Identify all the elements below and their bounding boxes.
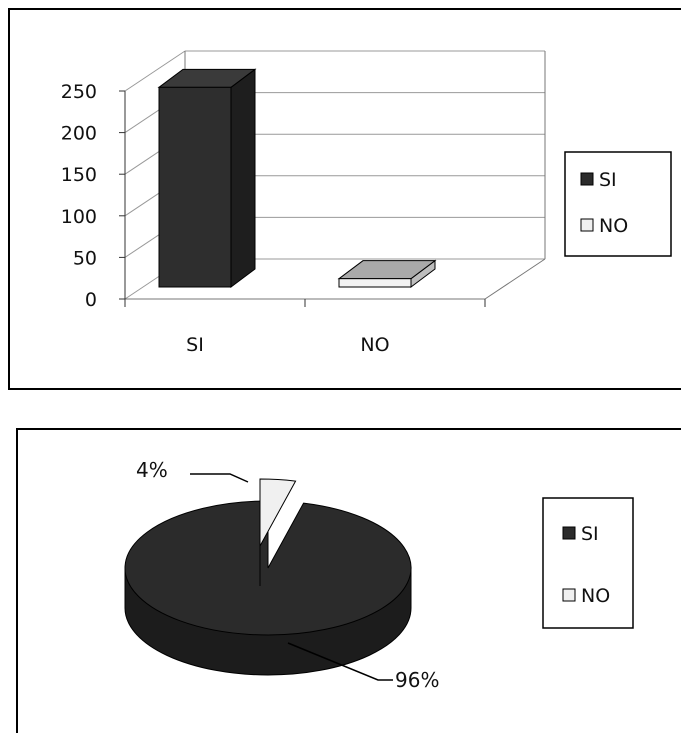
legend-swatch [562, 526, 576, 540]
x-tick-label: NO [360, 334, 389, 356]
y-tick-label: 0 [85, 289, 97, 311]
legend-box [542, 497, 634, 629]
bar-no [337, 259, 437, 288]
pie-slice-no [259, 478, 297, 586]
legend-label: NO [599, 215, 628, 237]
floor-right [484, 258, 546, 300]
bar-si [157, 68, 257, 288]
leader-line [287, 642, 393, 681]
bar-front [338, 278, 412, 288]
pie-legend: SI NO [542, 497, 634, 629]
pie-slice-si [124, 500, 412, 676]
y-axis: 0 50 100 150 200 250 [61, 81, 126, 311]
pie-label-text: 4% [136, 458, 168, 482]
pie-top-no [259, 478, 297, 547]
legend-swatch [580, 172, 594, 186]
bar-side [230, 68, 256, 288]
y-tick-label: 150 [61, 164, 97, 186]
bar-front [158, 86, 232, 288]
pie-chart: 96% 4% SI NO [124, 458, 634, 692]
pie-labels: 96% 4% [136, 458, 439, 692]
pie-label-no: 4% [136, 458, 249, 483]
pie-label-si: 96% [287, 642, 439, 692]
legend-label: SI [581, 523, 599, 545]
bar-chart-panel: 0 50 100 150 200 250 SI NO SI NO [8, 8, 681, 390]
pie-top-si [124, 500, 412, 636]
legend-label: NO [581, 585, 610, 607]
bar-chart: 0 50 100 150 200 250 SI NO SI NO [61, 50, 672, 356]
pie-label-text: 96% [395, 668, 439, 692]
pie-slices [124, 478, 412, 676]
legend-swatch [562, 588, 576, 602]
bars [157, 68, 437, 288]
legend-swatch [580, 218, 594, 232]
x-axis: SI NO [124, 299, 486, 356]
y-tick-label: 100 [61, 206, 97, 228]
leader-line [190, 473, 249, 483]
y-tick-label: 50 [73, 247, 97, 269]
legend-box [564, 151, 672, 257]
pie-chart-panel: 96% 4% SI NO [16, 428, 681, 733]
gridline-diagonal [124, 50, 186, 92]
y-tick-label: 200 [61, 123, 97, 145]
x-tick-label: SI [186, 334, 204, 356]
legend-label: SI [599, 169, 617, 191]
bar-legend: SI NO [564, 151, 672, 257]
y-tick-label: 250 [61, 81, 97, 103]
